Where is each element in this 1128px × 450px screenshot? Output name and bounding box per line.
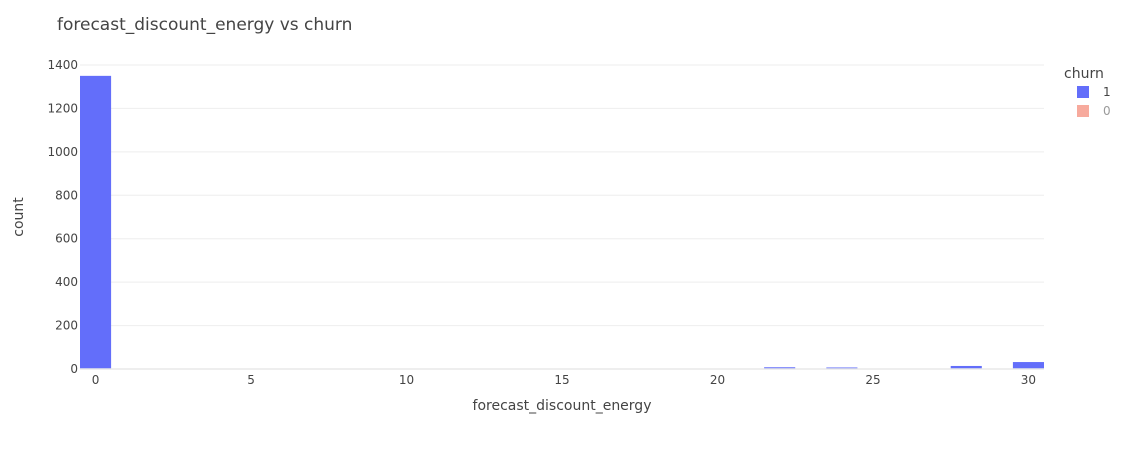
x-tick-label: 0: [92, 373, 100, 387]
legend-title: churn: [1064, 66, 1104, 82]
bar[interactable]: [80, 75, 112, 369]
legend-swatch: [1077, 105, 1089, 117]
legend-swatch: [1077, 86, 1089, 98]
x-tick-label: 15: [554, 373, 569, 387]
bars: [80, 75, 1044, 369]
grid: [80, 64, 1044, 327]
x-axis-title: forecast_discount_energy: [473, 398, 652, 414]
x-tick-label: 30: [1021, 373, 1036, 387]
y-tick-label: 200: [55, 319, 78, 333]
y-axis-ticks: 0 200 400 600 800 1000 1200 1400: [47, 58, 78, 376]
y-tick-label: 400: [55, 275, 78, 289]
chart-title: forecast_discount_energy vs churn: [57, 15, 352, 35]
y-tick-label: 1200: [47, 101, 78, 115]
x-tick-label: 20: [710, 373, 725, 387]
y-tick-label: 0: [70, 362, 78, 376]
y-tick-label: 1400: [47, 58, 78, 72]
x-tick-label: 10: [399, 373, 414, 387]
bar[interactable]: [826, 367, 858, 369]
bar[interactable]: [1012, 362, 1044, 369]
y-tick-label: 800: [55, 188, 78, 202]
y-axis-title: count: [11, 197, 27, 237]
legend-label: 0: [1103, 104, 1111, 118]
x-tick-label: 5: [247, 373, 255, 387]
y-tick-label: 1000: [47, 145, 78, 159]
legend-item-0[interactable]: 0: [1077, 104, 1111, 118]
legend-label: 1: [1103, 85, 1111, 99]
x-tick-label: 25: [865, 373, 880, 387]
bar[interactable]: [950, 365, 982, 369]
x-axis-ticks: 0 5 10 15 20 25 30: [92, 373, 1036, 387]
y-tick-label: 600: [55, 232, 78, 246]
legend-item-1[interactable]: 1: [1077, 85, 1111, 99]
legend: churn 1 0: [1064, 66, 1111, 118]
bar[interactable]: [764, 367, 796, 369]
